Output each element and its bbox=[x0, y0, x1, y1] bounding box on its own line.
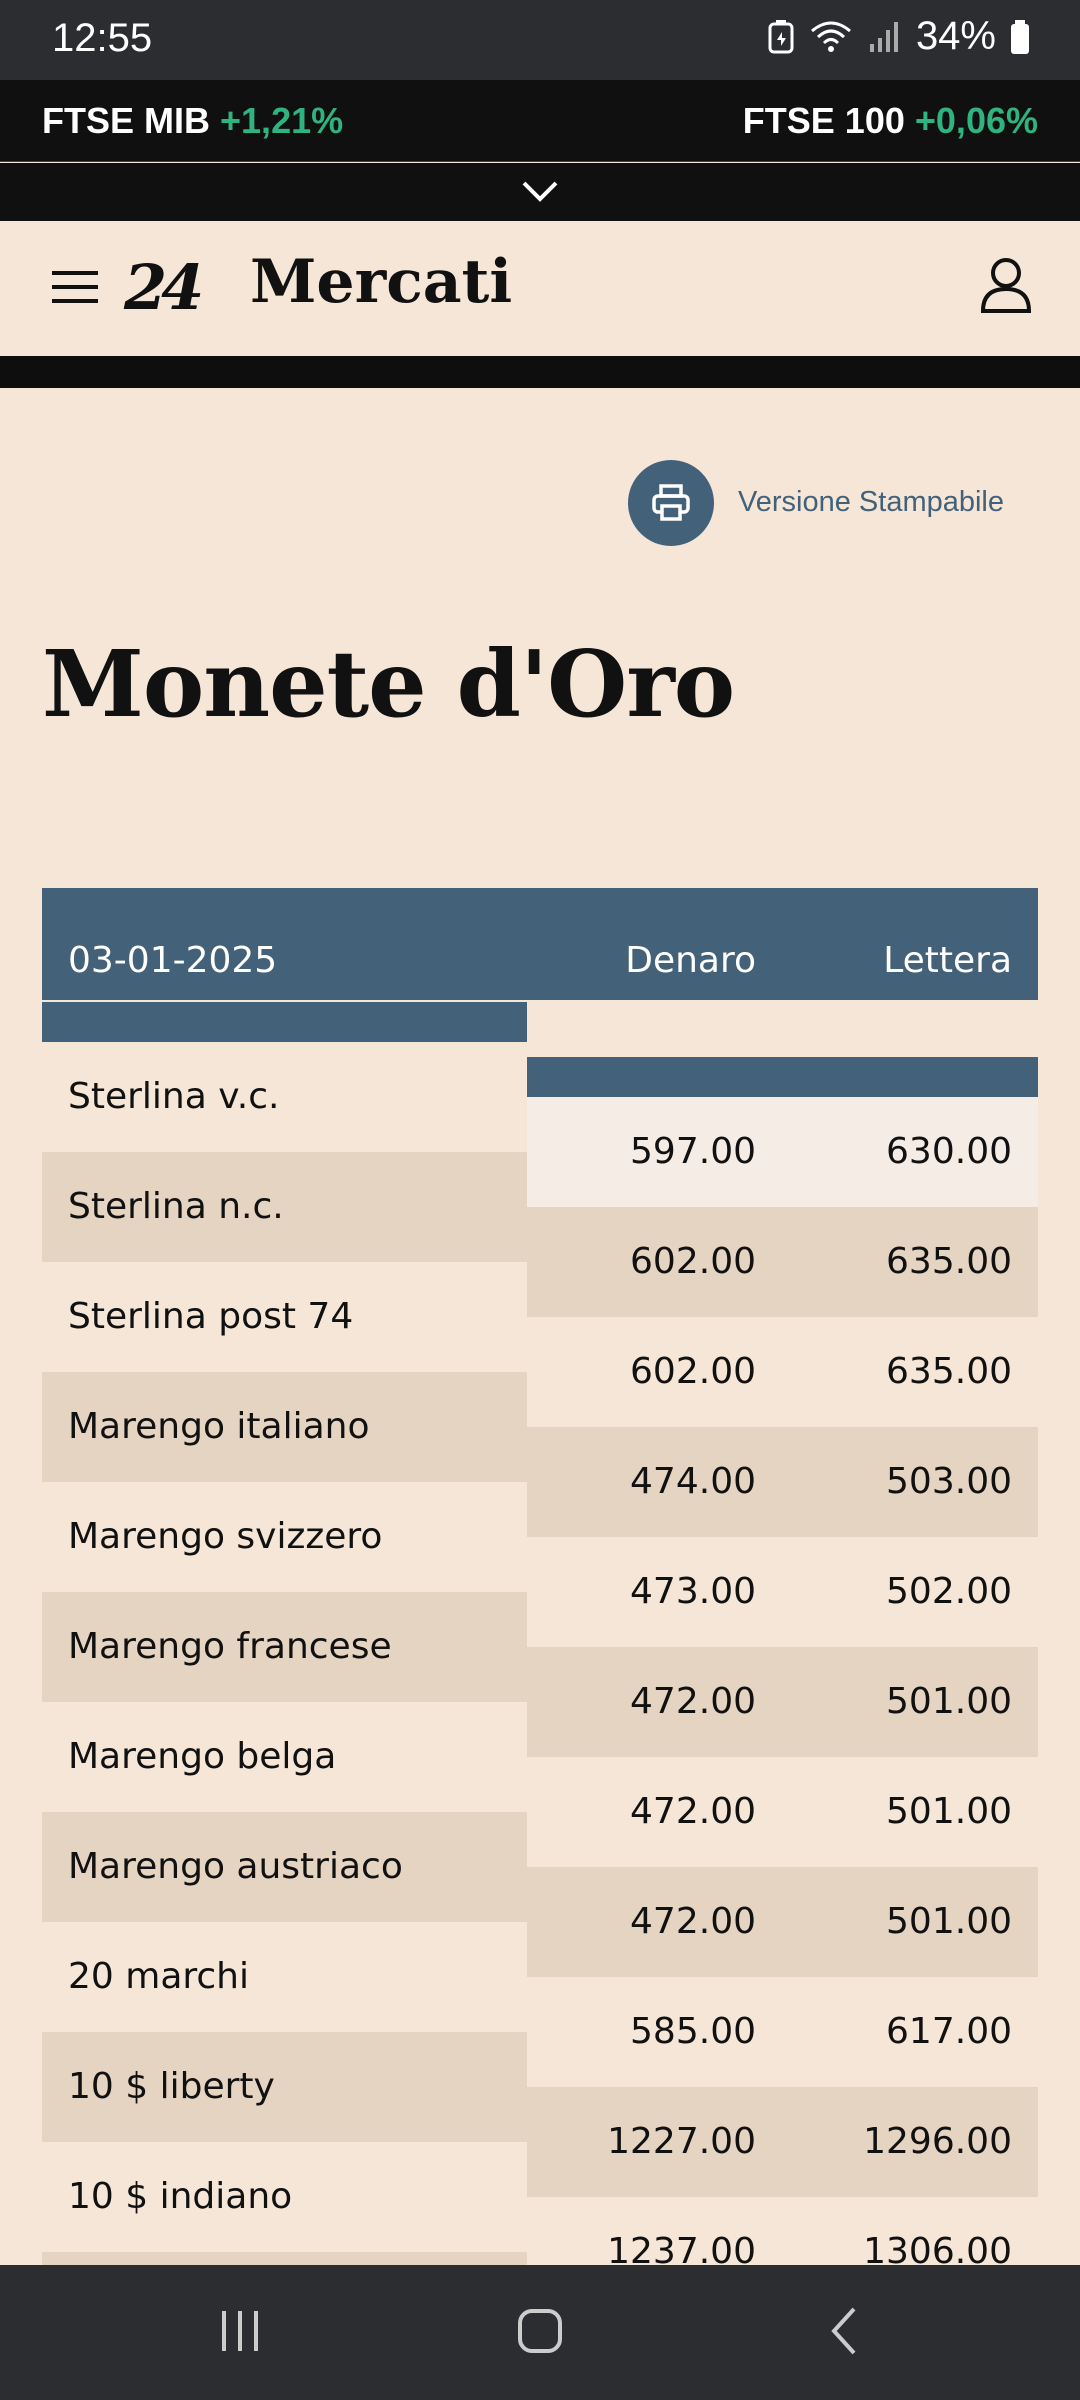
user-account-icon[interactable] bbox=[980, 257, 1032, 313]
denaro-value: 597.00 bbox=[630, 1131, 756, 1172]
lettera-value: 501.00 bbox=[886, 1901, 1012, 1942]
table-row-name: 10 $ liberty bbox=[42, 2032, 527, 2142]
table-row: 474.00 503.00 bbox=[527, 1427, 1038, 1537]
ticker-change: +1,21% bbox=[220, 100, 344, 141]
status-icons: 34% bbox=[768, 14, 1030, 59]
denaro-value: 602.00 bbox=[630, 1241, 756, 1282]
back-icon[interactable] bbox=[826, 2305, 862, 2357]
table-row-name: Marengo italiano bbox=[42, 1372, 527, 1482]
table-row-name: 10 $ indiano bbox=[42, 2142, 527, 2252]
status-bar: 12:55 34% bbox=[0, 0, 1080, 80]
table-row: 472.00 501.00 bbox=[527, 1647, 1038, 1757]
battery-percent: 34% bbox=[915, 14, 996, 58]
denaro-value: 472.00 bbox=[630, 1901, 756, 1942]
table-row-name: Sterlina post 74 bbox=[42, 1262, 527, 1372]
column-header-lettera: Lettera bbox=[883, 940, 1012, 981]
section-title[interactable]: Mercati bbox=[250, 247, 513, 317]
print-button[interactable] bbox=[628, 460, 714, 546]
table-row-name: Marengo austriaco bbox=[42, 1812, 527, 1922]
denaro-value: 474.00 bbox=[630, 1461, 756, 1502]
recent-apps-icon[interactable] bbox=[218, 2305, 262, 2357]
market-ticker[interactable]: FTSE MIB +1,21% FTSE 100 +0,06% bbox=[0, 80, 1080, 162]
denaro-value: 585.00 bbox=[630, 2011, 756, 2052]
coin-prices-column: 597.00 630.00 602.00 635.00 602.00 635.00 4… bbox=[527, 1097, 1038, 2307]
print-version-link[interactable]: Versione Stampabile bbox=[738, 486, 1004, 518]
battery-saver-icon bbox=[768, 19, 794, 53]
table-date: 03-01-2025 bbox=[68, 940, 278, 981]
table-header: 03-01-2025 Denaro Lettera bbox=[42, 888, 1038, 1000]
lettera-value: 635.00 bbox=[886, 1351, 1012, 1392]
coin-names-column: Sterlina v.c. Sterlina n.c. Sterlina pos… bbox=[42, 1042, 527, 2362]
denaro-value: 602.00 bbox=[630, 1351, 756, 1392]
header-divider bbox=[0, 356, 1080, 388]
table-row: 602.00 635.00 bbox=[527, 1207, 1038, 1317]
lettera-value: 502.00 bbox=[886, 1571, 1012, 1612]
ticker-ftse-100[interactable]: FTSE 100 +0,06% bbox=[743, 100, 1038, 142]
wifi-icon bbox=[810, 21, 851, 52]
table-row-name: Sterlina v.c. bbox=[42, 1042, 527, 1152]
signal-icon bbox=[869, 21, 898, 52]
table-row: 1227.00 1296.00 bbox=[527, 2087, 1038, 2197]
home-icon[interactable] bbox=[516, 2305, 564, 2357]
battery-icon bbox=[1011, 19, 1029, 54]
denaro-value: 472.00 bbox=[630, 1791, 756, 1832]
lettera-value: 501.00 bbox=[886, 1791, 1012, 1832]
denaro-value: 472.00 bbox=[630, 1681, 756, 1722]
hamburger-menu-icon[interactable] bbox=[52, 271, 100, 305]
site-header: 24 Mercati bbox=[0, 221, 1080, 356]
lettera-value: 617.00 bbox=[886, 2011, 1012, 2052]
table-subheader-right bbox=[527, 1057, 1038, 1097]
table-row: 473.00 502.00 bbox=[527, 1537, 1038, 1647]
ticker-name: FTSE 100 bbox=[742, 100, 905, 141]
table-row: 472.00 501.00 bbox=[527, 1757, 1038, 1867]
ticker-ftse-mib[interactable]: FTSE MIB +1,21% bbox=[42, 100, 343, 142]
column-header-denaro: Denaro bbox=[625, 940, 756, 981]
lettera-value: 635.00 bbox=[886, 1241, 1012, 1282]
page-title: Monete d'Oro bbox=[42, 630, 735, 738]
ticker-change: +0,06% bbox=[914, 100, 1038, 141]
ticker-name: FTSE MIB bbox=[42, 100, 210, 141]
table-row-name: 20 marchi bbox=[42, 1922, 527, 2032]
table-row: 597.00 630.00 bbox=[527, 1097, 1038, 1207]
lettera-value: 630.00 bbox=[886, 1131, 1012, 1172]
ticker-expand-button[interactable] bbox=[0, 163, 1080, 221]
lettera-value: 1296.00 bbox=[863, 2121, 1012, 2162]
table-row: 602.00 635.00 bbox=[527, 1317, 1038, 1427]
status-time: 12:55 bbox=[52, 16, 153, 60]
table-row: 472.00 501.00 bbox=[527, 1867, 1038, 1977]
printer-icon bbox=[652, 484, 690, 521]
table-subheader-left bbox=[42, 1002, 527, 1042]
lettera-value: 501.00 bbox=[886, 1681, 1012, 1722]
chevron-down-icon bbox=[522, 181, 558, 202]
denaro-value: 1227.00 bbox=[607, 2121, 756, 2162]
table-row-name: Sterlina n.c. bbox=[42, 1152, 527, 1262]
site-logo[interactable]: 24 bbox=[124, 251, 204, 324]
lettera-value: 503.00 bbox=[886, 1461, 1012, 1502]
denaro-value: 473.00 bbox=[630, 1571, 756, 1612]
table-row-name: Marengo francese bbox=[42, 1592, 527, 1702]
system-navigation-bar bbox=[0, 2265, 1080, 2400]
table-row: 585.00 617.00 bbox=[527, 1977, 1038, 2087]
table-row-name: Marengo svizzero bbox=[42, 1482, 527, 1592]
table-row-name: Marengo belga bbox=[42, 1702, 527, 1812]
